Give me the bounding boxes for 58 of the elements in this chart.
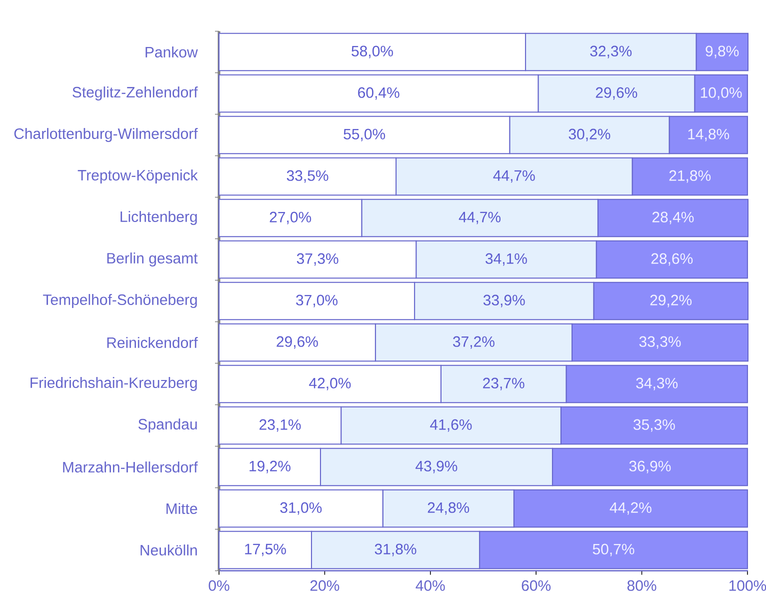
y-tick-label: Berlin gesamt (107, 252, 198, 266)
data-label: 28,6% (651, 253, 693, 266)
x-tick-label: 100% (729, 580, 766, 591)
data-label: 36,9% (629, 460, 671, 474)
data-label: 44,7% (493, 170, 535, 183)
data-label: 35,3% (634, 419, 675, 432)
data-label: 31,0% (280, 502, 322, 515)
data-label: 37,3% (296, 253, 338, 266)
y-tick-label: Tempelhof-Schöneberg (43, 294, 197, 308)
data-label: 55,0% (344, 128, 386, 142)
data-label: 37,0% (296, 294, 338, 308)
data-label: 33,5% (286, 170, 328, 183)
data-label: 9,8% (706, 46, 739, 58)
data-label: 33,3% (639, 336, 681, 349)
x-tick-label: 60% (522, 580, 551, 591)
y-tick-label: Friedrichshain-Kreuzberg (30, 377, 197, 391)
y-tick-label: Charlottenburg-Wilmersdorf (14, 128, 198, 142)
data-label: 23,7% (483, 378, 524, 390)
x-tick-label: 80% (627, 580, 656, 591)
y-tick-label: Pankow (146, 46, 198, 58)
data-label: 29,6% (276, 336, 318, 349)
x-tick-label: 20% (310, 580, 340, 591)
y-tick-label: Reinickendorf (107, 336, 198, 348)
data-label: 34,3% (636, 378, 678, 390)
y-tick-label: Treptow-Köpenick (78, 170, 198, 184)
data-label: 32,3% (590, 46, 632, 58)
data-label: 30,2% (568, 128, 610, 142)
data-label: 31,8% (374, 544, 416, 556)
data-label: 50,7% (592, 544, 634, 556)
y-tick-label: Marzahn-Hellersdorf (63, 461, 198, 472)
data-label: 23,1% (260, 419, 301, 432)
data-label: 14,8% (688, 128, 730, 142)
y-tick-label: Neukölln (140, 544, 197, 556)
data-label: 58,0% (352, 46, 393, 58)
y-tick-label: Steglitz-Zehlendorf (72, 86, 198, 100)
data-label: 44,7% (458, 212, 501, 224)
data-label: 17,5% (245, 544, 286, 556)
data-label: 44,2% (610, 502, 652, 515)
data-label: 29,6% (596, 87, 638, 100)
x-tick-label: 0% (208, 580, 230, 591)
data-label: 24,8% (428, 502, 470, 515)
data-label: 33,9% (483, 294, 525, 308)
data-label: 21,8% (669, 170, 711, 183)
data-label: 28,4% (652, 212, 694, 224)
data-label: 29,2% (650, 294, 692, 308)
data-label: 10,0% (700, 87, 742, 100)
data-label: 60,4% (358, 87, 400, 100)
data-label: 37,2% (453, 336, 494, 349)
y-tick-label: Mitte (166, 502, 198, 514)
data-label: 27,0% (270, 212, 312, 224)
y-tick-label: Lichtenberg (120, 211, 197, 225)
data-label: 34,1% (486, 253, 527, 266)
data-label: 43,9% (416, 460, 458, 474)
y-tick-label: Spandau (138, 418, 197, 432)
data-label: 42,0% (309, 378, 351, 390)
data-label: 19,2% (250, 460, 290, 474)
x-tick-label: 40% (416, 580, 445, 591)
data-label: 41,6% (430, 419, 472, 432)
